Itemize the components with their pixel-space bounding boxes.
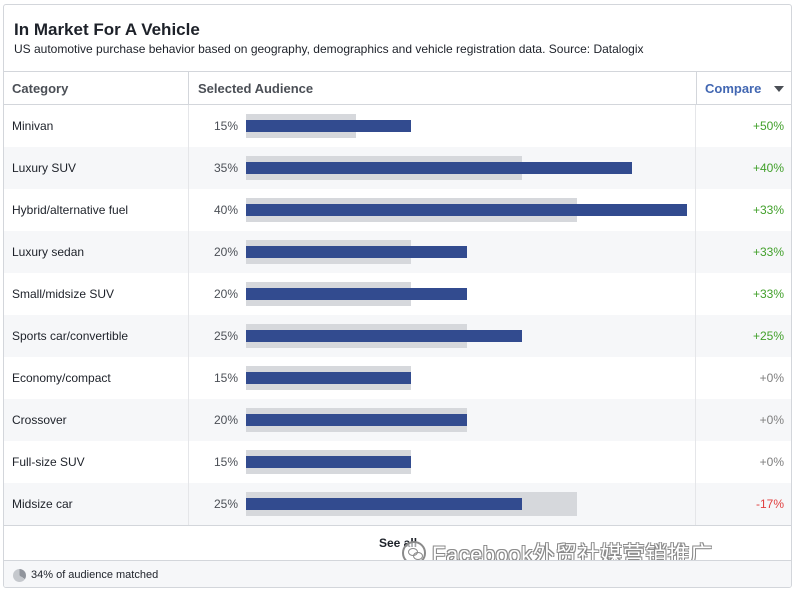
compare-value: +25% — [752, 329, 784, 343]
selected-audience-bar — [246, 162, 632, 174]
bar-track — [246, 357, 687, 399]
table-body: Minivan 15% +50% Luxury SUV 35% +40% Hybrid/al… — [4, 105, 791, 525]
bar-track — [246, 231, 687, 273]
bar-track — [246, 315, 687, 357]
bar-track — [246, 399, 687, 441]
bar-track — [246, 441, 687, 483]
column-header-selected-audience[interactable]: Selected Audience — [198, 81, 314, 96]
column-header-category[interactable]: Category — [12, 81, 69, 96]
selected-audience-bar — [246, 414, 467, 426]
table-row: Full-size SUV 15% +0% — [4, 441, 791, 483]
selected-audience-bar — [246, 120, 411, 132]
audience-percent: 15% — [213, 371, 238, 385]
audience-percent: 20% — [213, 413, 238, 427]
compare-dropdown[interactable]: Compare — [696, 72, 791, 105]
bar-track — [246, 105, 687, 147]
audience-percent: 25% — [213, 329, 238, 343]
category-label: Hybrid/alternative fuel — [12, 203, 129, 217]
category-label: Luxury sedan — [12, 245, 85, 259]
table-row: Midsize car 25% -17% — [4, 483, 791, 525]
bar-track — [246, 273, 687, 315]
table-row: Sports car/convertible 25% +25% — [4, 315, 791, 357]
category-label: Economy/compact — [12, 371, 111, 385]
compare-value: +50% — [752, 119, 784, 133]
card-subtitle: US automotive purchase behavior based on… — [14, 42, 644, 56]
table-row: Crossover 20% +0% — [4, 399, 791, 441]
audience-percent: 35% — [213, 161, 238, 175]
divider — [188, 105, 189, 525]
audience-percent: 15% — [213, 455, 238, 469]
selected-audience-bar — [246, 288, 467, 300]
table-row: Luxury SUV 35% +40% — [4, 147, 791, 189]
audience-insights-card: In Market For A Vehicle US automotive pu… — [3, 4, 792, 588]
selected-audience-bar — [246, 456, 411, 468]
audience-percent: 25% — [213, 497, 238, 511]
compare-label: Compare — [705, 81, 762, 96]
compare-value: +40% — [752, 161, 784, 175]
table-row: Small/midsize SUV 20% +33% — [4, 273, 791, 315]
bar-track — [246, 147, 687, 189]
card-header: In Market For A Vehicle US automotive pu… — [4, 5, 791, 71]
category-label: Full-size SUV — [12, 455, 85, 469]
table-header: Category Selected Audience Compare — [4, 71, 791, 105]
selected-audience-bar — [246, 330, 522, 342]
compare-value: +33% — [752, 245, 784, 259]
table-row: Economy/compact 15% +0% — [4, 357, 791, 399]
table-row: Hybrid/alternative fuel 40% +33% — [4, 189, 791, 231]
selected-audience-bar — [246, 372, 411, 384]
selected-audience-bar — [246, 204, 687, 216]
compare-value: +0% — [759, 455, 784, 469]
compare-value: -17% — [755, 497, 784, 511]
compare-value: +0% — [759, 413, 784, 427]
chevron-down-icon — [774, 86, 784, 92]
table-row: Luxury sedan 20% +33% — [4, 231, 791, 273]
bar-track — [246, 483, 687, 525]
compare-value: +33% — [752, 287, 784, 301]
divider — [695, 105, 696, 525]
card-title: In Market For A Vehicle — [14, 20, 200, 39]
audience-matched-text: 34% of audience matched — [31, 569, 159, 581]
compare-value: +0% — [759, 371, 784, 385]
vehicle-table: Category Selected Audience Compare Miniv… — [4, 71, 791, 525]
bar-track — [246, 189, 687, 231]
selected-audience-bar — [246, 498, 522, 510]
compare-value: +33% — [752, 203, 784, 217]
card-footer: 34% of audience matched — [4, 560, 791, 587]
category-label: Luxury SUV — [12, 161, 77, 175]
audience-percent: 20% — [213, 287, 238, 301]
selected-audience-bar — [246, 246, 467, 258]
category-label: Small/midsize SUV — [12, 287, 115, 301]
category-label: Minivan — [12, 119, 54, 133]
divider — [188, 72, 189, 105]
category-label: Sports car/convertible — [12, 329, 129, 343]
category-label: Crossover — [12, 413, 67, 427]
audience-percent: 15% — [213, 119, 238, 133]
pie-chart-icon — [13, 569, 26, 582]
category-label: Midsize car — [12, 497, 73, 511]
audience-percent: 20% — [213, 245, 238, 259]
table-row: Minivan 15% +50% — [4, 105, 791, 147]
audience-percent: 40% — [213, 203, 238, 217]
